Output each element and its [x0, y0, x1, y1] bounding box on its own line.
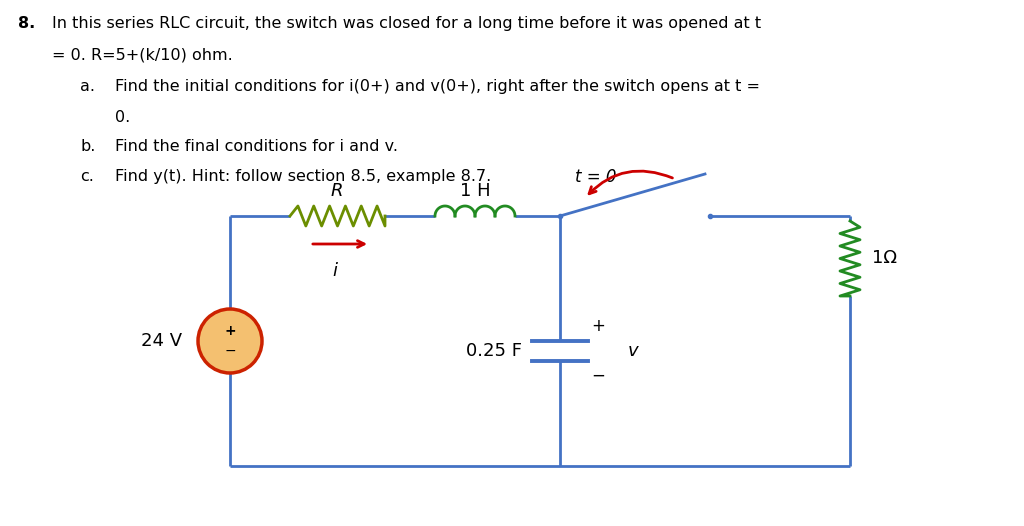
Text: a.: a. — [80, 79, 95, 94]
Text: 24 V: 24 V — [141, 332, 182, 350]
Text: −: − — [591, 367, 605, 385]
Text: v: v — [628, 342, 639, 360]
Text: c.: c. — [80, 169, 94, 184]
Text: 0.25 F: 0.25 F — [466, 342, 522, 360]
Text: t = 0: t = 0 — [575, 168, 616, 186]
Text: b.: b. — [80, 139, 95, 154]
Text: In this series RLC circuit, the switch was closed for a long time before it was : In this series RLC circuit, the switch w… — [52, 16, 761, 31]
Text: +: + — [591, 317, 605, 335]
Text: +: + — [224, 324, 236, 338]
Circle shape — [198, 309, 262, 373]
Text: Find the initial conditions for i(0+) and v(0+), right after the switch opens at: Find the initial conditions for i(0+) an… — [115, 79, 760, 94]
Text: Find the final conditions for i and v.: Find the final conditions for i and v. — [115, 139, 398, 154]
Text: −: − — [224, 344, 236, 358]
Text: Find y(t). Hint: follow section 8.5, example 8.7.: Find y(t). Hint: follow section 8.5, exa… — [115, 169, 492, 184]
Text: 0.: 0. — [115, 110, 130, 125]
Text: i: i — [333, 262, 338, 280]
Text: R: R — [331, 182, 343, 200]
FancyArrowPatch shape — [589, 171, 673, 194]
Text: 8.: 8. — [18, 16, 35, 31]
Text: 1Ω: 1Ω — [872, 249, 897, 268]
Text: 1 H: 1 H — [460, 182, 490, 200]
Text: = 0. R=5+(k/10) ohm.: = 0. R=5+(k/10) ohm. — [52, 48, 232, 63]
